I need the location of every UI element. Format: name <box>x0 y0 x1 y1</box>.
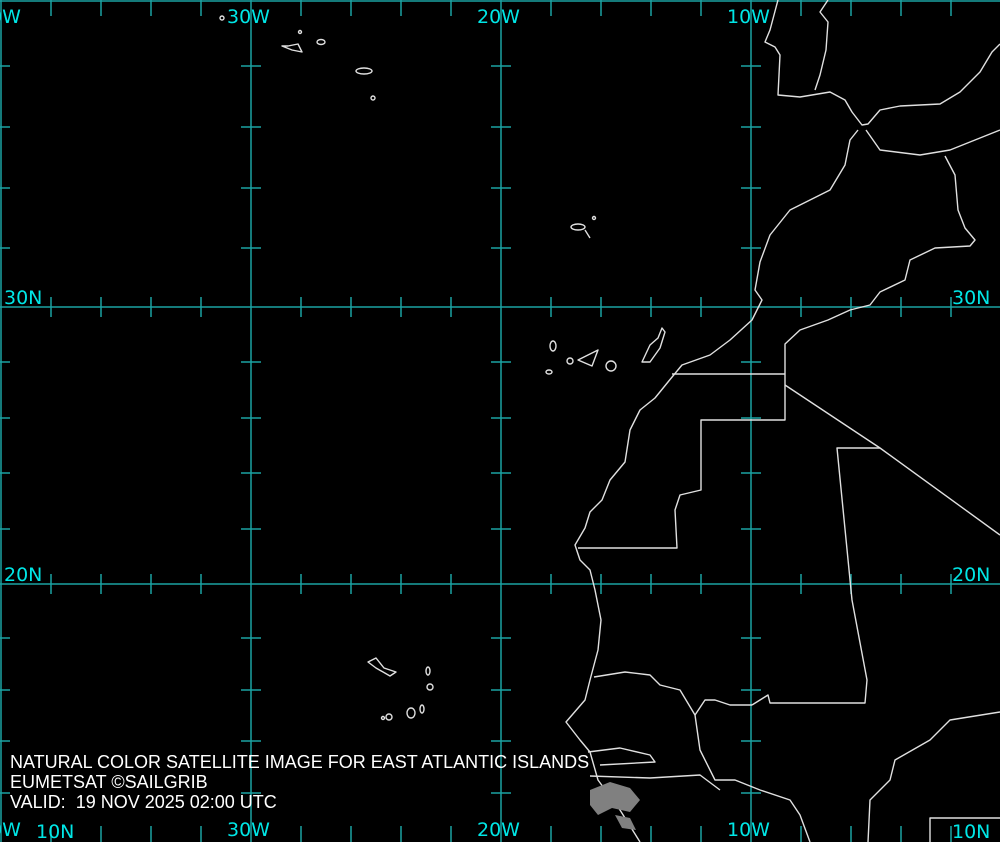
caption-valid-time: VALID: 19 NOV 2025 02:00 UTC <box>10 792 277 812</box>
spain-portugal-border <box>814 0 829 91</box>
lon-label-top-40w: 0W <box>0 6 21 28</box>
senegal-river-border <box>593 671 752 716</box>
lon-label-top-10w: 10W <box>727 6 770 28</box>
senegal-mali-border <box>694 714 811 842</box>
canary-islands <box>545 327 666 375</box>
gambia-border <box>587 747 656 766</box>
image-caption: NATURAL COLOR SATELLITE IMAGE FOR EAST A… <box>10 752 589 812</box>
lat-label-right-20n: 20N <box>952 564 991 586</box>
morocco-algeria-border <box>578 155 976 549</box>
lon-label-bottom-30w: 30W <box>227 819 270 841</box>
caption-source: EUMETSAT ©SAILGRIB <box>10 772 208 792</box>
cape-verde <box>367 657 434 721</box>
lat-label-right-10n: 10N <box>952 821 991 842</box>
madeira <box>570 215 597 239</box>
lon-label-top-30w: 30W <box>227 6 270 28</box>
lat-label-left-20n: 20N <box>4 564 43 586</box>
southeast-border <box>929 817 1000 842</box>
azores <box>219 15 376 101</box>
lat-label-left-10n: 10N <box>36 821 75 842</box>
caption-title: NATURAL COLOR SATELLITE IMAGE FOR EAST A… <box>10 752 590 772</box>
guinea-border <box>589 774 721 791</box>
lon-label-top-20w: 20W <box>477 6 520 28</box>
lat-label-right-30n: 30N <box>952 287 991 309</box>
lat-label-left-30n: 30N <box>4 287 43 309</box>
mali-east-border <box>867 711 1000 842</box>
north-africa-coast <box>865 129 1000 156</box>
lon-label-bottom-40w: 0W <box>0 819 21 841</box>
guinea-bissau-cloud <box>590 782 640 830</box>
mauritania-mali-border <box>784 384 1000 536</box>
lon-label-bottom-20w: 20W <box>477 819 520 841</box>
iberia-coast <box>764 0 1000 126</box>
mauritania-east-border <box>751 447 880 706</box>
morocco-coast <box>565 129 859 842</box>
lon-label-bottom-10w: 10W <box>727 819 770 841</box>
